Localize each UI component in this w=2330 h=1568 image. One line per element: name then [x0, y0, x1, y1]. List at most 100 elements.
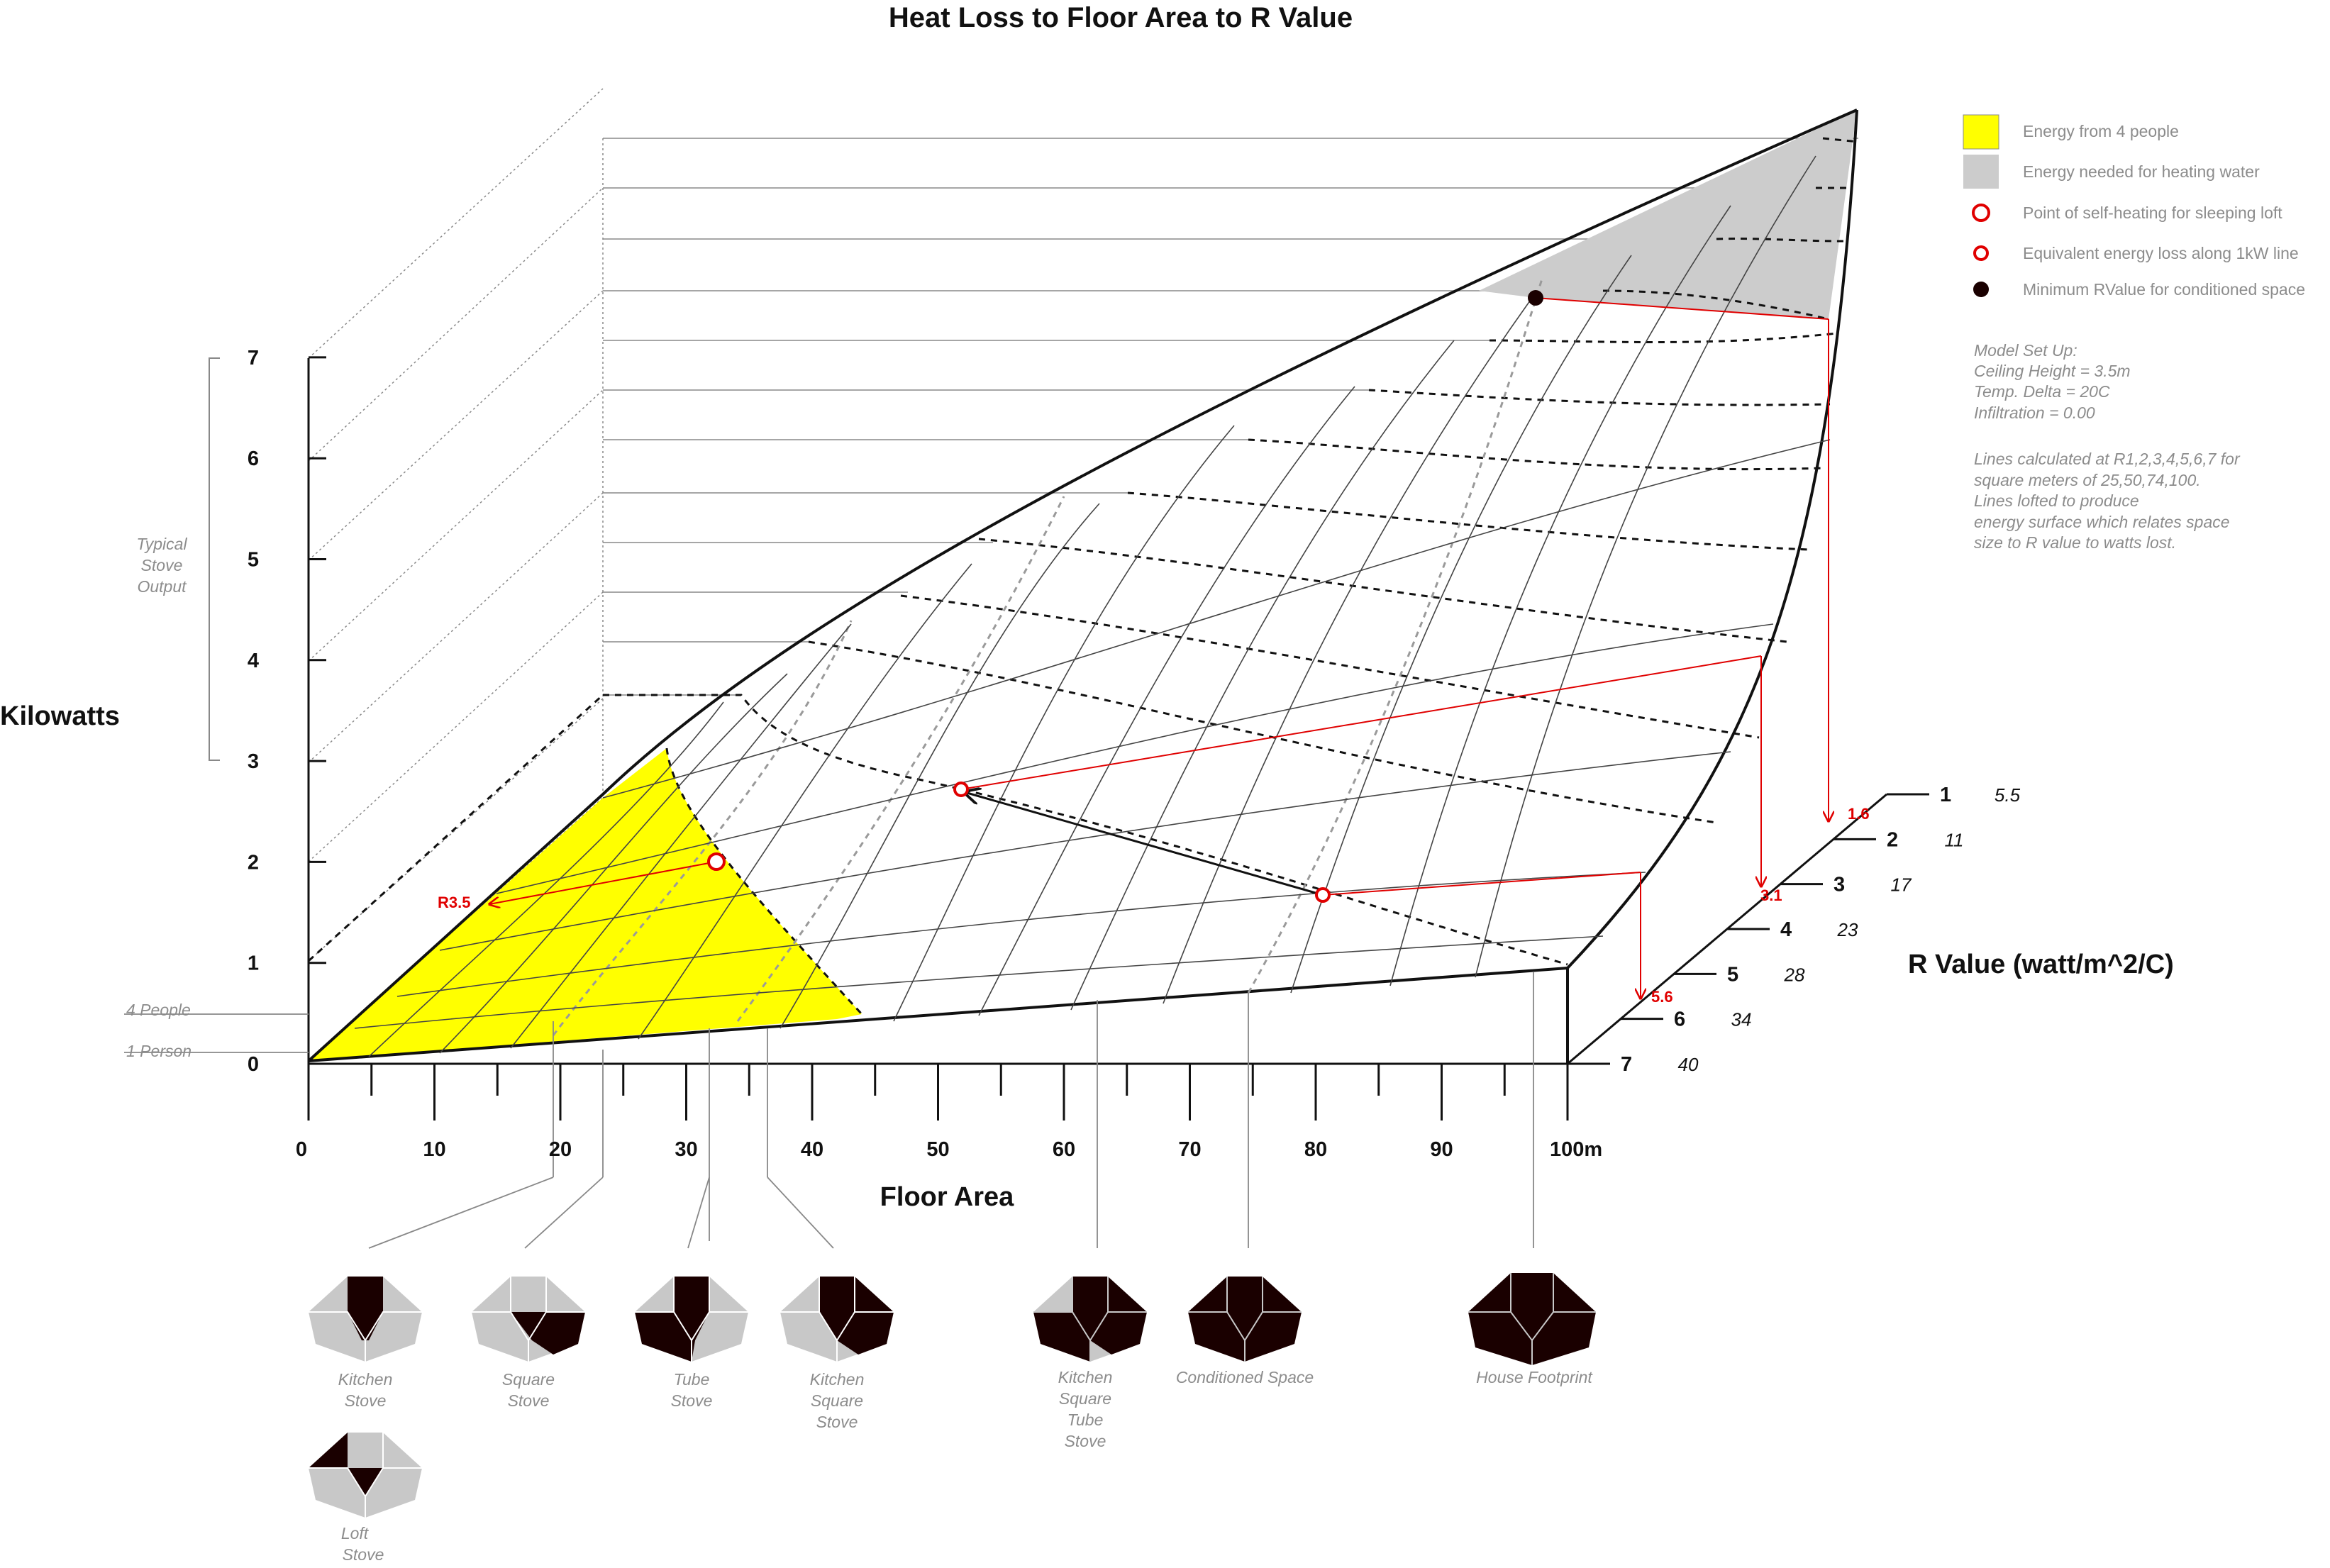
water-heating-region — [1479, 110, 1857, 319]
x-tick-label: 70 — [1178, 1138, 1201, 1161]
legend-marker-min-r — [1973, 282, 1989, 297]
footprint-kitchen-square-stove-icon — [780, 1277, 894, 1362]
y-axis-ticks: 0 1 2 3 4 5 6 7 — [248, 347, 326, 1076]
r-watt-label: 23 — [1837, 919, 1858, 940]
r-watt-label: 11 — [1945, 829, 1964, 850]
r-watt-label: 34 — [1731, 1009, 1752, 1030]
r-tick-label: 1 — [1940, 784, 1951, 806]
r-watt-label: 28 — [1784, 964, 1805, 985]
x-tick-label: 60 — [1053, 1138, 1075, 1161]
x-tick-label: 50 — [926, 1138, 949, 1161]
footprint-label: Conditioned Space — [1176, 1368, 1314, 1386]
r56-label: 5.6 — [1651, 988, 1673, 1006]
footprint-conditioned-space-icon — [1188, 1277, 1302, 1362]
floor-area-guides — [552, 276, 1544, 1036]
legend-swatch-grey — [1963, 155, 1999, 189]
r-tick-label: 5 — [1727, 963, 1738, 986]
floor-area-leaders — [124, 972, 1534, 1249]
r16-label: 1.6 — [1848, 805, 1870, 823]
footprint-label: Kitchen Stove — [338, 1370, 393, 1410]
footprint-labels: Kitchen Stove Square Stove Tube Stove Kitch… — [338, 1368, 1594, 1564]
r-axis-ticks: 1 5.5 2 11 3 17 4 23 5 28 6 34 7 40 — [1568, 784, 2021, 1076]
energy-surface-mesh — [354, 155, 1831, 1057]
r-axis-label: R Value (watt/m^2/C) — [1908, 950, 2174, 979]
r-watt-label: 5.5 — [1995, 784, 2021, 806]
r-tick-label: 6 — [1674, 1008, 1685, 1031]
y-tick-label: 0 — [248, 1053, 259, 1076]
note-line: Temp. Delta = 20C — [1974, 382, 2110, 401]
y-axis-label: Kilowatts — [0, 701, 120, 731]
footprint-label: Loft Stove — [341, 1524, 384, 1564]
chart-title: Heat Loss to Floor Area to R Value — [889, 2, 1353, 33]
x-tick-label: 10 — [423, 1138, 445, 1161]
legend-marker-loft — [1972, 204, 1990, 222]
x-tick-label: 90 — [1430, 1138, 1453, 1161]
r-tick-label: 7 — [1621, 1053, 1632, 1076]
four-people-label: 4 People — [126, 1001, 191, 1019]
equivalence-lines — [489, 297, 1829, 999]
y-tick-label: 6 — [248, 447, 259, 470]
note-line: Infiltration = 0.00 — [1974, 404, 2095, 422]
legend: Energy from 4 people Energy needed for h… — [1963, 114, 2305, 299]
model-notes: Model Set Up: Ceiling Height = 3.5m Temp… — [1974, 341, 2241, 552]
x-tick-label: 100m — [1550, 1138, 1602, 1161]
legend-label: Point of self-heating for sleeping loft — [2023, 204, 2282, 222]
y-tick-label: 5 — [248, 549, 259, 572]
footprint-label: House Footprint — [1476, 1368, 1593, 1386]
stove-output-bracket — [209, 357, 220, 761]
x-tick-label: 20 — [549, 1138, 572, 1161]
footprint-icons — [309, 1273, 1596, 1518]
x-tick-label: 0 — [296, 1138, 307, 1161]
y-tick-label: 3 — [248, 750, 259, 773]
y-tick-label: 7 — [248, 347, 259, 369]
energy-surface-dashed — [307, 137, 1859, 1016]
footprint-label: Kitchen Square Tube Stove — [1058, 1368, 1113, 1450]
min-rvalue-marker — [1528, 290, 1543, 306]
note-line: square meters of 25,50,74,100. — [1974, 471, 2201, 489]
legend-label: Equivalent energy loss along 1kW line — [2023, 244, 2299, 262]
footprint-kitchen-square-tube-stove-icon — [1033, 1277, 1147, 1362]
r31-label: 3.1 — [1760, 886, 1782, 904]
footprint-loft-stove-icon — [309, 1433, 422, 1518]
x-axis-ticks: 0 10 20 30 40 50 60 70 80 90 100m — [296, 1064, 1602, 1161]
r35-label: R3.5 — [438, 894, 470, 911]
y-tick-label: 4 — [248, 650, 259, 672]
note-line: Model Set Up: — [1974, 341, 2077, 360]
stove-output-label: Typical Stove Output — [136, 535, 187, 596]
r-tick-label: 4 — [1780, 918, 1792, 941]
footprint-house-icon — [1468, 1273, 1596, 1365]
y-tick-label: 2 — [248, 851, 259, 874]
one-kw-line — [965, 792, 1324, 896]
legend-label: Minimum RValue for conditioned space — [2023, 280, 2305, 299]
back-wall-horizontals — [603, 138, 1858, 696]
note-line: Lines lofted to produce — [1974, 491, 2139, 510]
one-person-label: 1 Person — [126, 1042, 192, 1060]
legend-swatch-yellow — [1963, 114, 1999, 150]
note-line: energy surface which relates space — [1974, 513, 2230, 531]
note-line: Lines calculated at R1,2,3,4,5,6,7 for — [1974, 450, 2241, 468]
r-watt-label: 40 — [1678, 1054, 1699, 1075]
equivalent-loss-marker — [953, 782, 969, 797]
footprint-label: Kitchen Square Stove — [810, 1370, 865, 1431]
footprint-tube-stove-icon — [635, 1277, 748, 1362]
loft-self-heating-marker — [707, 852, 726, 871]
r-tick-label: 3 — [1834, 874, 1845, 896]
energy-surface-outline — [307, 109, 1858, 1064]
x-tick-label: 80 — [1304, 1138, 1327, 1161]
r-tick-label: 2 — [1887, 828, 1898, 851]
x-tick-label: 40 — [801, 1138, 823, 1161]
note-line: size to R value to watts lost. — [1974, 533, 2176, 552]
equivalent-loss-marker — [1315, 887, 1331, 903]
footprint-label: Square Stove — [502, 1370, 555, 1410]
x-axis-label: Floor Area — [880, 1182, 1014, 1212]
markers — [707, 290, 1543, 903]
r-watt-label: 17 — [1891, 874, 1912, 896]
x-tick-label: 30 — [675, 1138, 697, 1161]
legend-label: Energy from 4 people — [2023, 122, 2179, 140]
note-line: Ceiling Height = 3.5m — [1974, 362, 2131, 380]
legend-marker-equivalent — [1973, 245, 1989, 261]
footprint-label: Tube Stove — [671, 1370, 713, 1410]
legend-label: Energy needed for heating water — [2023, 162, 2260, 181]
four-people-region — [309, 748, 862, 1061]
